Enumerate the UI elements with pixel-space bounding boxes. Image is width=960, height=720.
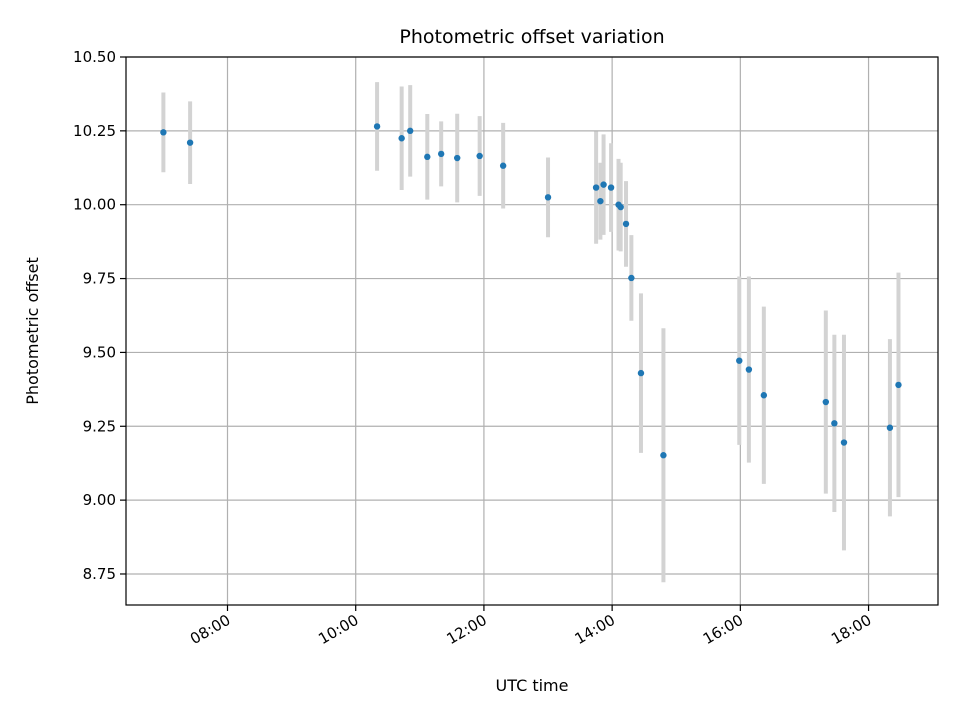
y-tick-label: 8.75 [83,565,116,583]
data-point [592,184,600,191]
data-point [637,369,645,377]
data-points [160,123,902,459]
data-point [186,139,194,146]
data-point [424,153,431,161]
y-tick-label: 10.50 [73,48,116,66]
data-point [454,154,461,162]
y-axis-label: Photometric offset [23,257,42,405]
data-point [840,439,848,446]
x-axis-label: UTC time [496,676,569,695]
y-tick-label: 9.50 [83,343,116,361]
y-tick-label: 10.00 [73,196,116,214]
data-point [886,424,894,431]
data-point [895,381,902,389]
data-point [745,366,753,373]
plot-frame [125,56,939,606]
data-point [822,398,830,406]
y-tick-label: 9.25 [83,417,116,435]
data-point [622,220,630,228]
data-point [831,420,838,427]
data-point [544,194,552,201]
data-point [398,135,405,142]
data-point [607,184,615,191]
data-point [160,129,167,136]
y-tick-label: 9.00 [83,491,116,509]
data-point [373,123,381,130]
data-point [476,152,483,160]
data-point [617,203,624,211]
y-axis-ticks: 8.75 9.00 9.25 9.50 9.75 10.00 10.25 10.50 [73,48,126,583]
chart-title: Photometric offset variation [399,26,664,48]
data-point [597,197,604,205]
y-tick-label: 10.25 [73,122,116,140]
data-point [499,162,507,169]
y-tick-label: 9.75 [83,270,116,288]
data-point [760,392,768,399]
data-point [628,274,635,282]
data-point [407,127,414,135]
data-point [600,181,607,188]
data-point [660,452,667,459]
data-point [437,150,445,158]
data-point [736,357,743,364]
